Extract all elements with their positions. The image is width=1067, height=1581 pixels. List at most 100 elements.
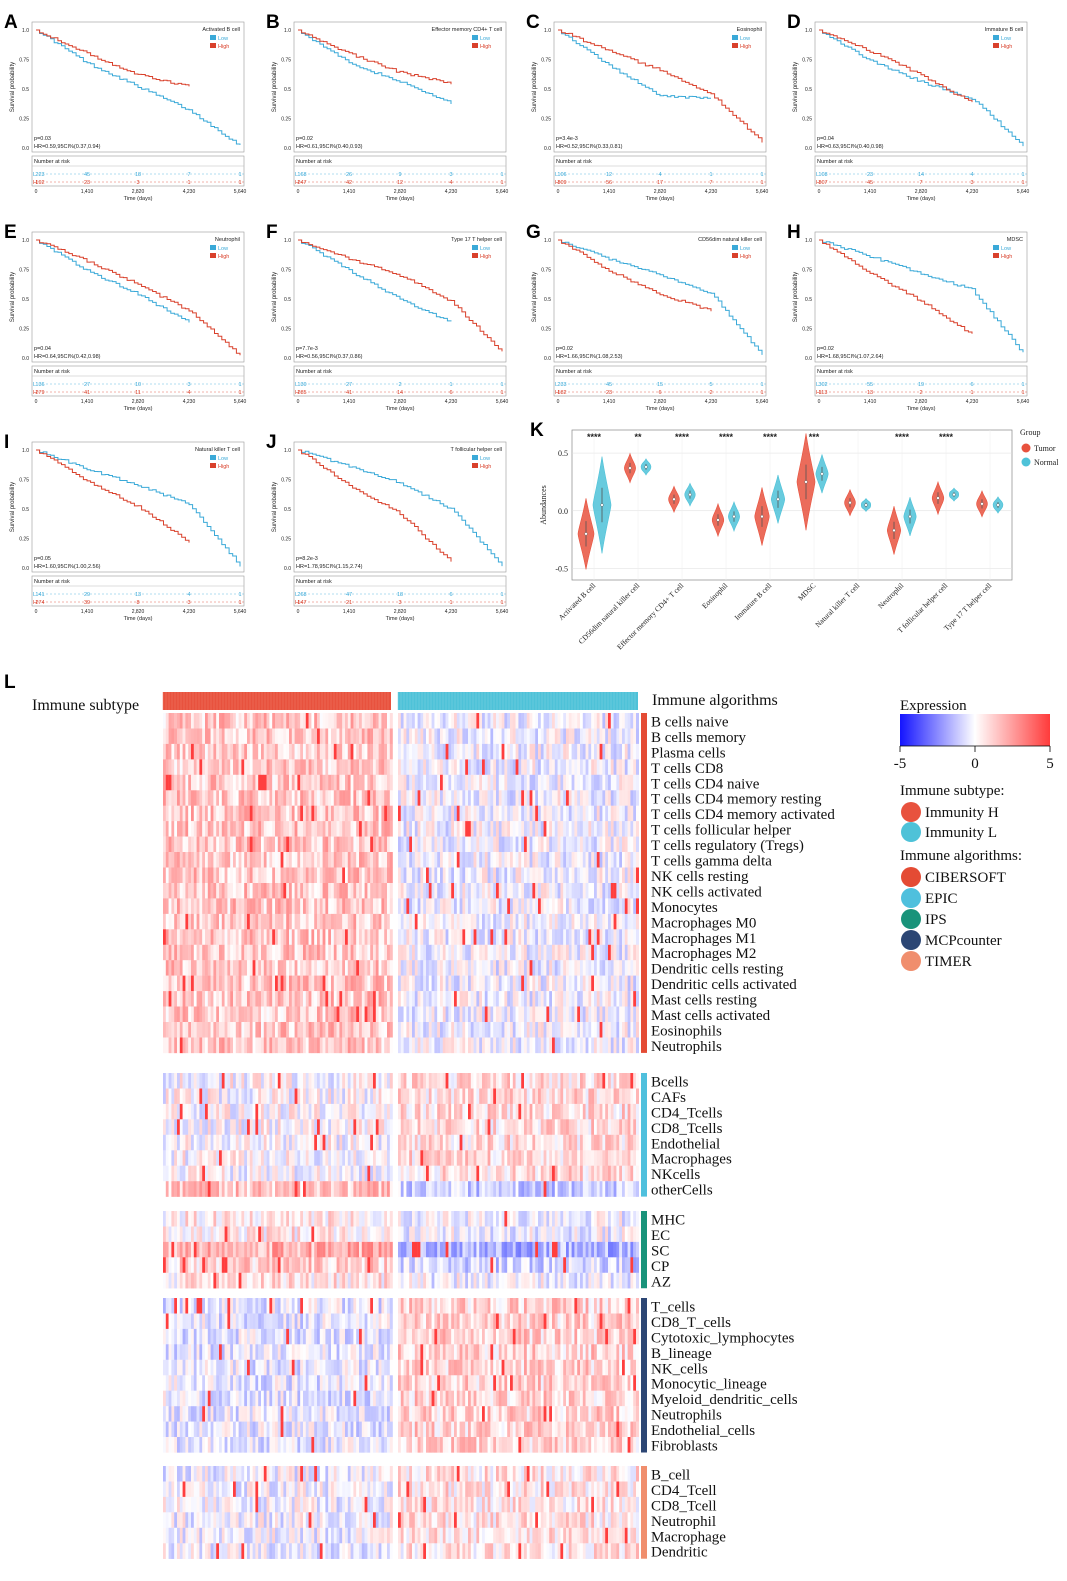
heatmap-cell — [414, 975, 418, 992]
heatmap-cell — [437, 867, 441, 884]
heatmap-cell — [370, 913, 374, 930]
heatmap-cell — [328, 883, 332, 899]
heatmap-cell — [619, 790, 623, 806]
heatmap-cell — [280, 1006, 284, 1023]
heatmap-cell — [210, 929, 214, 945]
heatmap-cell — [311, 991, 315, 1007]
heatmap-cell — [342, 728, 346, 745]
heatmap-cell — [224, 743, 228, 760]
heatmap-cell — [179, 929, 183, 945]
risk-row-low-label: L — [33, 592, 36, 598]
heatmap-cell — [577, 929, 581, 945]
heatmap-cell — [487, 728, 491, 745]
heatmap-cell — [247, 913, 250, 930]
heatmap-cell — [224, 713, 228, 729]
heatmap-cell — [566, 1073, 569, 1089]
heatmap-cell — [470, 805, 474, 822]
heatmap-cell — [524, 774, 527, 791]
heatmap-cell — [247, 836, 250, 853]
heatmap-cell — [381, 867, 385, 884]
heatmap-cell — [417, 991, 421, 1007]
heatmap-cell — [549, 898, 553, 915]
x-tick-label: 0 — [557, 189, 560, 195]
heatmap-cell — [459, 743, 463, 760]
heatmap-cell — [563, 960, 567, 976]
heatmap-cell — [487, 1006, 491, 1023]
legend-low-swatch — [210, 455, 216, 460]
heatmap-cell — [389, 805, 393, 822]
risk-table-title: Number at risk — [556, 369, 592, 375]
heatmap-cell — [185, 1073, 189, 1089]
heatmap-cell — [305, 852, 309, 868]
heatmap-cell — [308, 790, 312, 806]
heatmap-cell — [182, 1006, 186, 1023]
heatmap-cell — [456, 929, 460, 945]
heatmap-cell — [560, 805, 564, 822]
heatmap-cell — [582, 790, 586, 806]
row-label-eosinophils: Eosinophils — [651, 1023, 722, 1039]
heatmap-cell — [275, 991, 278, 1007]
heatmap-cell — [510, 975, 513, 992]
heatmap-cell — [496, 743, 499, 760]
heatmap-cell — [353, 1119, 357, 1135]
heatmap-cell — [510, 1088, 513, 1105]
heatmap-cell — [300, 805, 304, 822]
heatmap-cell — [193, 898, 197, 915]
heatmap-cell — [636, 805, 639, 822]
heatmap-cell — [182, 929, 186, 945]
heatmap-cell — [289, 883, 292, 899]
heatmap-cell — [574, 728, 578, 745]
heatmap-cell — [269, 805, 273, 822]
heatmap-cell — [207, 759, 211, 776]
heatmap-cell — [303, 836, 306, 853]
heatmap-cell — [230, 1119, 234, 1135]
heatmap-cell — [196, 836, 200, 853]
heatmap-cell — [571, 867, 575, 884]
heatmap-cell — [261, 821, 264, 837]
heatmap-cell — [518, 944, 522, 961]
heatmap-cell — [233, 898, 236, 915]
heatmap-cell — [389, 1037, 393, 1054]
heatmap-cell — [280, 1103, 284, 1120]
heatmap-cell — [440, 913, 443, 930]
heatmap-cell — [252, 913, 256, 930]
violin-median — [760, 514, 764, 519]
heatmap-cell — [185, 743, 189, 760]
heatmap-cell — [165, 713, 169, 729]
risk-high-value: 1 — [1021, 390, 1024, 396]
heatmap-cell — [529, 713, 533, 729]
heatmap-cell — [496, 960, 499, 976]
heatmap-cell — [291, 774, 295, 791]
heatmap-cell — [373, 1103, 376, 1120]
heatmap-cell — [599, 790, 603, 806]
heatmap-cell — [370, 1073, 374, 1089]
heatmap-cell — [487, 713, 491, 729]
heatmap-cell — [353, 913, 357, 930]
heatmap-cell — [342, 929, 346, 945]
heatmap-cell — [535, 743, 539, 760]
risk-row-low-label: L — [33, 172, 36, 178]
heatmap-cell — [347, 1103, 351, 1120]
heatmap-cell — [610, 743, 614, 760]
heatmap-cell — [445, 743, 449, 760]
heatmap-cell — [303, 867, 306, 884]
heatmap-cell — [596, 975, 600, 992]
heatmap-cell — [560, 774, 564, 791]
heatmap-cell — [367, 1088, 371, 1105]
heatmap-cell — [322, 743, 326, 760]
heatmap-cell — [426, 821, 429, 837]
heatmap-cell — [403, 852, 407, 868]
heatmap-cell — [182, 821, 186, 837]
heatmap-cell — [191, 774, 194, 791]
heatmap-cell — [484, 1103, 488, 1120]
heatmap-cell — [261, 991, 264, 1007]
heatmap-cell — [238, 929, 242, 945]
heatmap-cell — [261, 1022, 264, 1038]
heatmap-cell — [294, 1073, 298, 1089]
y-axis-label: Survival probability — [272, 62, 278, 112]
risk-high-value: 17 — [657, 180, 663, 186]
heatmap-cell — [381, 713, 385, 729]
heatmap-cell — [608, 852, 611, 868]
heatmap-cell — [255, 1088, 259, 1105]
heatmap-cell — [434, 929, 438, 945]
